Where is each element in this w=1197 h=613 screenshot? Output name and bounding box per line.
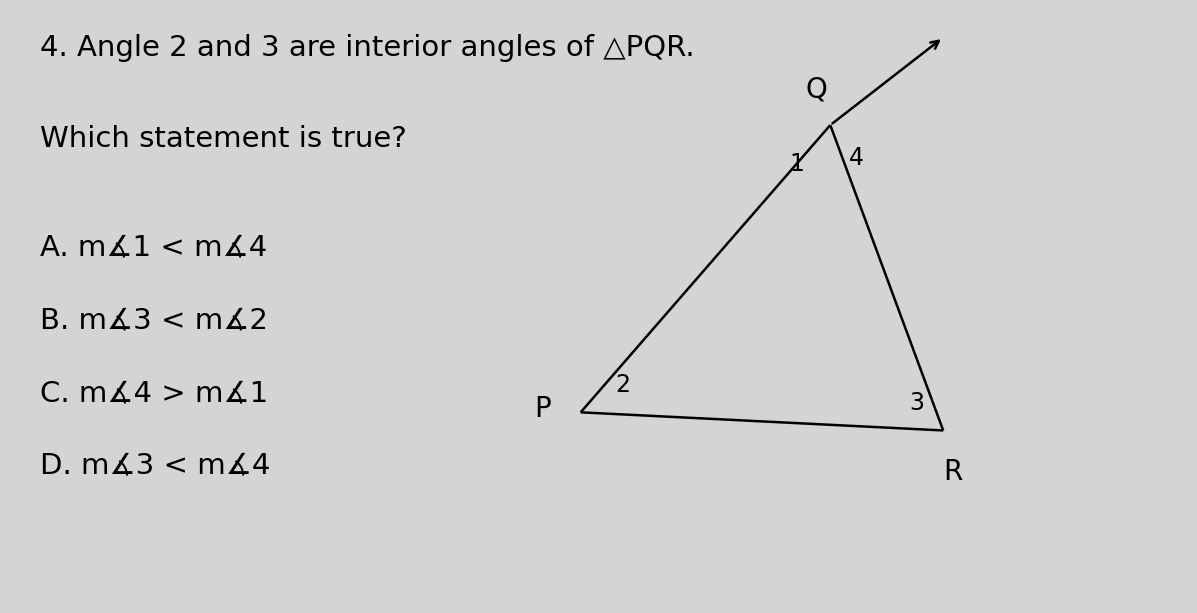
Text: 1: 1 (790, 153, 804, 177)
Text: Which statement is true?: Which statement is true? (40, 125, 407, 153)
Text: 2: 2 (615, 373, 630, 397)
Text: P: P (534, 395, 551, 424)
Text: 3: 3 (910, 391, 924, 415)
Text: Q: Q (806, 76, 827, 104)
Text: R: R (943, 458, 962, 485)
Text: C. m∡4 > m∡1: C. m∡4 > m∡1 (40, 379, 268, 407)
Text: D. m∡3 < m∡4: D. m∡3 < m∡4 (40, 452, 271, 479)
Text: 4: 4 (849, 147, 864, 170)
Text: 4. Angle 2 and 3 are interior angles of △PQR.: 4. Angle 2 and 3 are interior angles of … (40, 34, 694, 63)
Text: A. m∡1 < m∡4: A. m∡1 < m∡4 (40, 234, 267, 262)
Text: B. m∡3 < m∡2: B. m∡3 < m∡2 (40, 306, 268, 335)
